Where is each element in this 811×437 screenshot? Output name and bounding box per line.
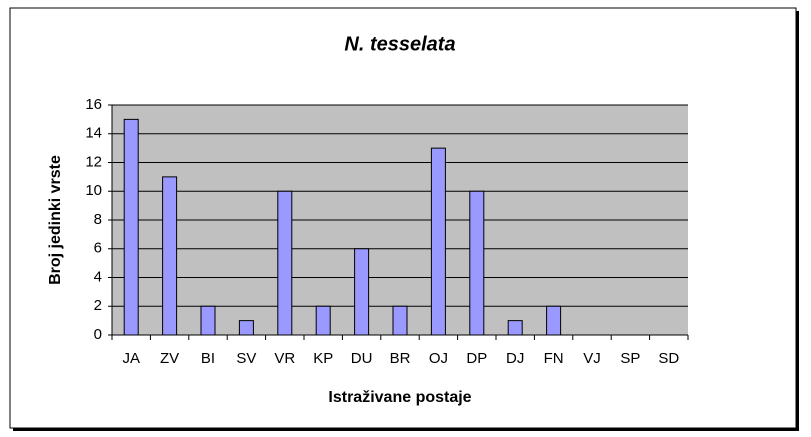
bar: [123, 118, 139, 336]
x-tick-label: ZV: [160, 350, 179, 367]
bar: [469, 190, 485, 336]
bar: [277, 190, 293, 336]
y-tick-label: 4: [94, 268, 102, 285]
bar: [546, 305, 562, 336]
y-tick-label: 8: [94, 211, 102, 228]
y-tick-label: 12: [85, 153, 102, 170]
x-axis-label: Istraživane postaje: [328, 389, 471, 406]
bar: [430, 147, 446, 336]
chart-title: N. tesselata: [344, 33, 455, 55]
y-tick-label: 14: [85, 125, 102, 142]
bar: [200, 305, 216, 336]
x-tick-label: KP: [313, 350, 333, 367]
bar: [392, 305, 408, 336]
x-tick-label: JA: [122, 350, 140, 367]
y-tick-label: 6: [94, 240, 102, 257]
x-tick-label: SD: [658, 350, 679, 367]
x-tick-label: OJ: [429, 350, 448, 367]
y-tick-label: 10: [85, 182, 102, 199]
x-tick-label: BR: [390, 350, 411, 367]
bar: [238, 320, 254, 336]
y-tick-label: 16: [85, 96, 102, 113]
x-tick-label: SP: [620, 350, 640, 367]
bar: [162, 176, 178, 336]
x-tick-label: VJ: [583, 350, 601, 367]
y-axis-label: Broj jedinki vrste: [47, 155, 64, 285]
x-tick-label: DU: [351, 350, 373, 367]
bar: [507, 320, 523, 336]
bar: [354, 248, 370, 336]
x-tick-label: BI: [201, 350, 215, 367]
y-tick-label: 0: [94, 326, 102, 343]
x-tick-label: SV: [236, 350, 256, 367]
x-tick-label: DP: [466, 350, 487, 367]
bar: [315, 305, 331, 336]
x-tick-label: FN: [544, 350, 564, 367]
x-tick-label: DJ: [506, 350, 524, 367]
x-tick-label: VR: [274, 350, 295, 367]
y-tick-label: 2: [94, 297, 102, 314]
